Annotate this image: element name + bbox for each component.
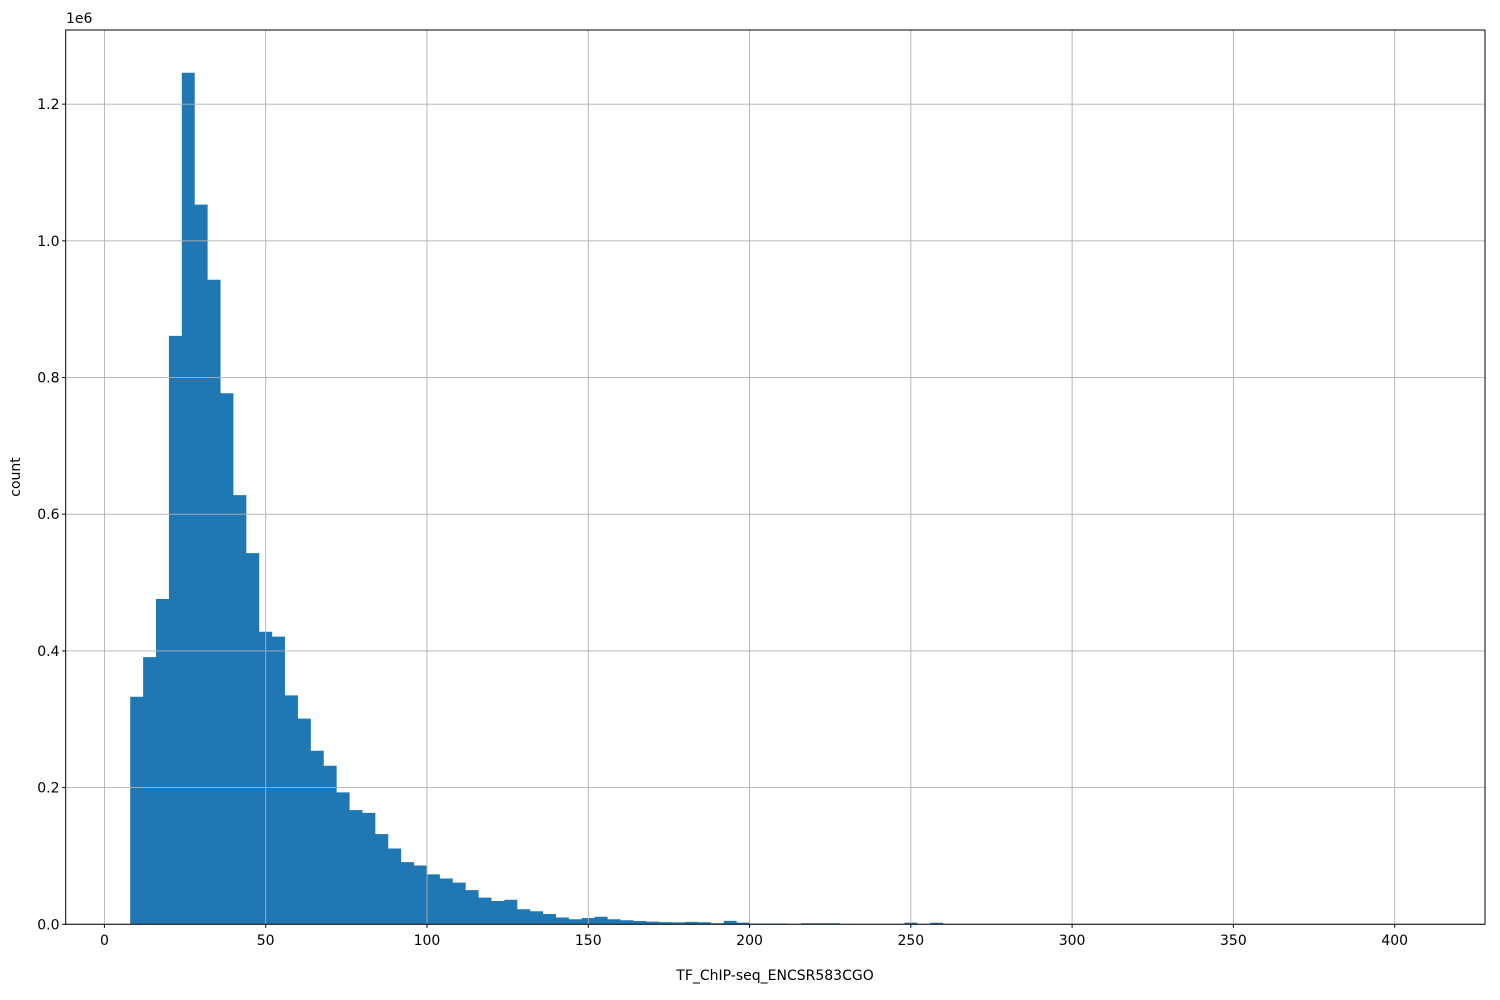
- x-tick-label-0: 0: [100, 933, 109, 949]
- y-tick-label-0.2: 0.2: [37, 781, 59, 797]
- x-tick-label-200: 200: [736, 933, 763, 949]
- x-tick-label-50: 50: [257, 933, 275, 949]
- x-tick-label-100: 100: [414, 933, 441, 949]
- y-tick-label-0.6: 0.6: [37, 507, 59, 523]
- y-axis-label: count: [8, 457, 24, 497]
- x-axis-label: TF_ChIP-seq_ENCSR583CGO: [676, 968, 874, 984]
- y-tick-label-0.0: 0.0: [37, 917, 59, 933]
- histogram-bars: [130, 72, 1421, 925]
- y-tick-label-1.2: 1.2: [37, 97, 59, 113]
- x-tick-label-400: 400: [1381, 933, 1408, 949]
- y-tick-label-0.8: 0.8: [37, 371, 59, 387]
- x-tick-label-350: 350: [1220, 933, 1247, 949]
- x-tick-label-150: 150: [575, 933, 602, 949]
- x-tick-label-250: 250: [897, 933, 924, 949]
- y-tick-label-0.4: 0.4: [37, 644, 59, 660]
- y-axis-offset-label: 1e6: [66, 11, 93, 27]
- plot-spines: [65, 29, 1486, 925]
- y-tick-label-1.0: 1.0: [37, 234, 59, 250]
- x-tick-label-300: 300: [1059, 933, 1086, 949]
